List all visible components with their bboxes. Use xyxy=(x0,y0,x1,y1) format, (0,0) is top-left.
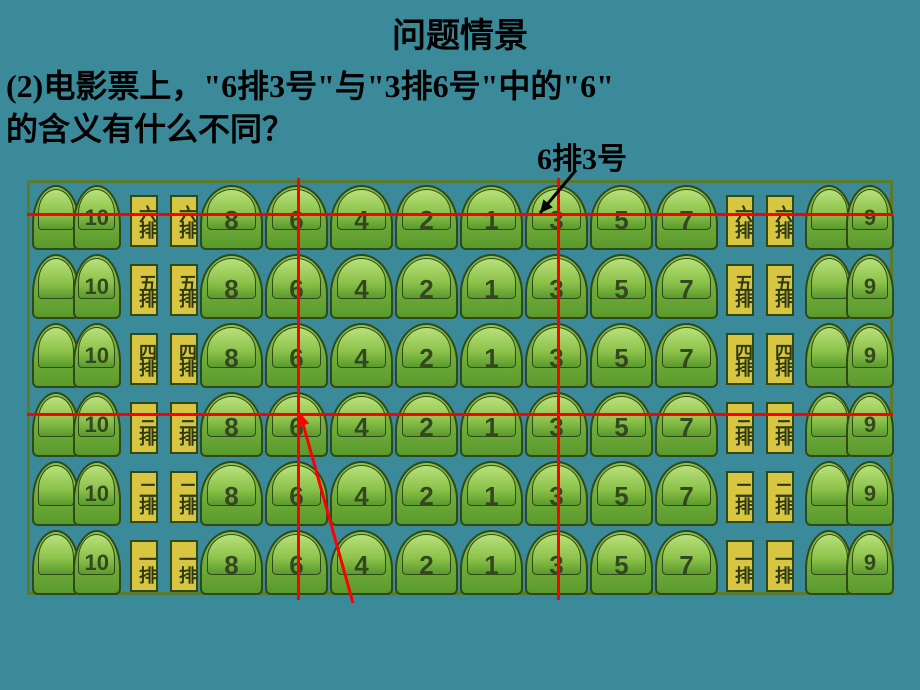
red-line-row6 xyxy=(27,213,893,216)
red-line-seat6 xyxy=(297,178,300,600)
seat: 9 xyxy=(846,461,894,526)
seat: 10 xyxy=(73,254,121,319)
seat: 10 xyxy=(73,530,121,595)
seat: 5 xyxy=(590,323,653,388)
seat: 7 xyxy=(655,530,718,595)
seat: 7 xyxy=(655,185,718,250)
seat: 1 xyxy=(460,392,523,457)
seat: 1 xyxy=(460,254,523,319)
seat: 8 xyxy=(200,461,263,526)
seat: 10 xyxy=(73,461,121,526)
row-sign: 六排 xyxy=(170,195,198,247)
red-line-row3 xyxy=(27,413,893,416)
row-sign: 三排 xyxy=(766,402,794,454)
seat: 9 xyxy=(846,392,894,457)
seat: 10 xyxy=(73,323,121,388)
seat: 8 xyxy=(200,323,263,388)
row-sign: 五排 xyxy=(766,264,794,316)
seat: 2 xyxy=(395,461,458,526)
seat: 2 xyxy=(395,185,458,250)
row-sign: 一排 xyxy=(766,540,794,592)
seat: 8 xyxy=(200,254,263,319)
question-line1: 电影票上，"6排3号"与"3排6号"中的"6" xyxy=(43,68,614,104)
row-sign: 六排 xyxy=(130,195,158,247)
row-sign: 一排 xyxy=(130,540,158,592)
row-sign: 四排 xyxy=(766,333,794,385)
seat: 5 xyxy=(590,530,653,595)
seat: 8 xyxy=(200,530,263,595)
row-sign: 一排 xyxy=(170,540,198,592)
row-sign: 六排 xyxy=(766,195,794,247)
question-label: (2) xyxy=(6,68,43,104)
seat: 8 xyxy=(200,392,263,457)
seat: 8 xyxy=(200,185,263,250)
seat: 7 xyxy=(655,323,718,388)
seat: 5 xyxy=(590,461,653,526)
row-sign: 四排 xyxy=(130,333,158,385)
seat: 9 xyxy=(846,323,894,388)
row-sign: 三排 xyxy=(130,402,158,454)
row-sign: 六排 xyxy=(726,195,754,247)
row-sign: 三排 xyxy=(170,402,198,454)
row-sign: 二排 xyxy=(130,471,158,523)
row-sign: 一排 xyxy=(726,540,754,592)
seat: 7 xyxy=(655,392,718,457)
row-sign: 二排 xyxy=(766,471,794,523)
seat: 1 xyxy=(460,461,523,526)
seat: 9 xyxy=(846,530,894,595)
seat-grid: 10六排六排86421357六排六排910五排五排86421357五排五排910… xyxy=(30,183,890,592)
row-sign: 四排 xyxy=(170,333,198,385)
seat: 9 xyxy=(846,254,894,319)
seat: 2 xyxy=(395,392,458,457)
seat: 1 xyxy=(460,185,523,250)
seat: 2 xyxy=(395,530,458,595)
seat: 1 xyxy=(460,530,523,595)
seat: 4 xyxy=(330,530,393,595)
seat: 2 xyxy=(395,254,458,319)
seat: 10 xyxy=(73,392,121,457)
seat: 4 xyxy=(330,254,393,319)
row-sign: 二排 xyxy=(170,471,198,523)
seat: 4 xyxy=(330,185,393,250)
seat: 9 xyxy=(846,185,894,250)
label-6-pai-3-hao: 6排3号 xyxy=(537,134,627,178)
seat: 4 xyxy=(330,461,393,526)
row-sign: 四排 xyxy=(726,333,754,385)
seat: 1 xyxy=(460,323,523,388)
row-sign: 五排 xyxy=(726,264,754,316)
seat: 5 xyxy=(590,254,653,319)
seating-diagram: 10六排六排86421357六排六排910五排五排86421357五排五排910… xyxy=(27,180,893,595)
red-line-seat3 xyxy=(557,178,560,600)
row-sign: 五排 xyxy=(130,264,158,316)
page-title: 问题情景 xyxy=(0,0,920,57)
seat: 10 xyxy=(73,185,121,250)
row-sign: 五排 xyxy=(170,264,198,316)
seat: 4 xyxy=(330,392,393,457)
question-text: (2)电影票上，"6排3号"与"3排6号"中的"6" 的含义有什么不同？ xyxy=(0,57,920,151)
seat: 7 xyxy=(655,461,718,526)
row-sign: 三排 xyxy=(726,402,754,454)
row-sign: 二排 xyxy=(726,471,754,523)
seat: 5 xyxy=(590,392,653,457)
seat: 4 xyxy=(330,323,393,388)
seat: 5 xyxy=(590,185,653,250)
seat: 7 xyxy=(655,254,718,319)
seat: 2 xyxy=(395,323,458,388)
question-line2: 的含义有什么不同？ xyxy=(6,111,294,147)
